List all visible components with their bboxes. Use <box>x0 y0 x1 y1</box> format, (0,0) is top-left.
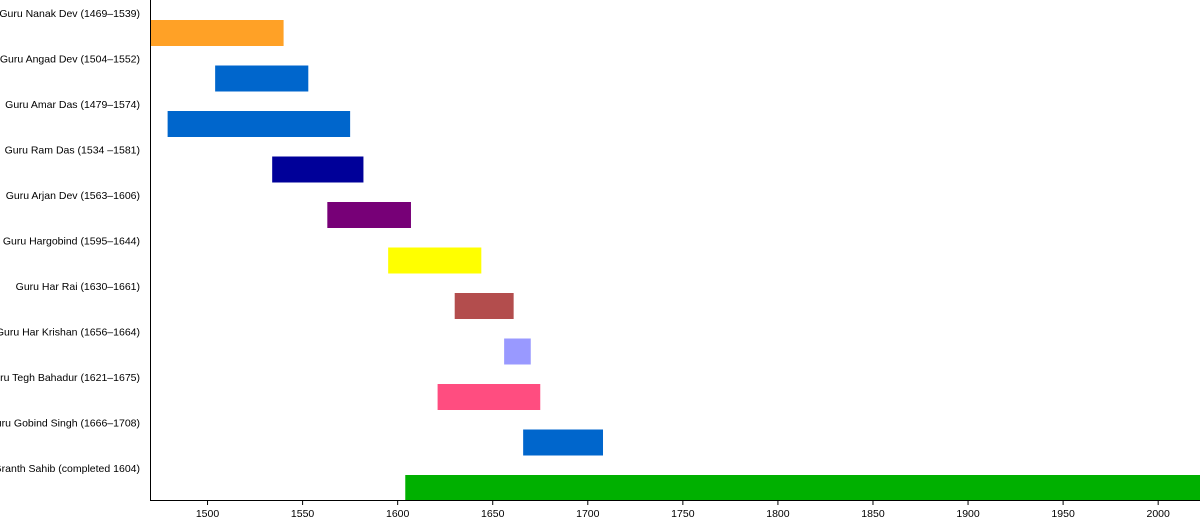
x-tick-label: 1950 <box>1051 508 1075 520</box>
timeline-bar <box>405 475 1200 501</box>
timeline-bar <box>454 293 514 319</box>
row-label: Guru Ram Das (1534 –1581) <box>5 145 140 157</box>
x-tick-label: 1550 <box>291 508 315 520</box>
timeline-bar <box>388 247 482 274</box>
timeline-bar <box>167 111 351 137</box>
row-label: Guru Angad Dev (1504–1552) <box>0 54 140 66</box>
x-tick-label: 1500 <box>196 508 220 520</box>
row-label: Guru Har Rai (1630–1661) <box>16 281 140 293</box>
timeline-bar <box>437 384 541 410</box>
x-axis-ticks: 1500 1550 1600 1650 1700 1750 1800 1850 1900 1950… <box>196 500 1170 520</box>
x-tick-label: 2000 <box>1146 508 1170 520</box>
x-tick-label: 1900 <box>956 508 980 520</box>
row-label: Guru Tegh Bahadur (1621–1675) <box>0 372 140 384</box>
bars-layer <box>150 20 1200 501</box>
row-label: Guru Har Krishan (1656–1664) <box>0 327 140 339</box>
timeline-bar <box>215 65 309 92</box>
x-tick-label: 1750 <box>671 508 695 520</box>
row-label: Guru Nanak Dev (1469–1539) <box>0 8 140 20</box>
timeline-bar <box>504 338 531 365</box>
timeline-bar <box>327 202 411 228</box>
timeline-bar <box>272 156 364 183</box>
row-label: Guru Hargobind (1595–1644) <box>3 236 140 248</box>
x-tick-label: 1850 <box>861 508 885 520</box>
timeline-bar <box>150 20 284 46</box>
x-tick-label: 1600 <box>386 508 410 520</box>
row-label: Guru Amar Das (1479–1574) <box>5 99 140 111</box>
row-label: Guru Granth Sahib (completed 1604) <box>0 463 140 475</box>
row-labels: Guru Nanak Dev (1469–1539) Guru Angad Dev… <box>0 8 140 475</box>
x-tick-label: 1700 <box>576 508 600 520</box>
x-tick-label: 1800 <box>766 508 790 520</box>
timeline-bar <box>523 429 604 456</box>
row-label: Guru Gobind Singh (1666–1708) <box>0 418 140 430</box>
row-label: Guru Arjan Dev (1563–1606) <box>6 190 140 202</box>
x-tick-label: 1650 <box>481 508 505 520</box>
